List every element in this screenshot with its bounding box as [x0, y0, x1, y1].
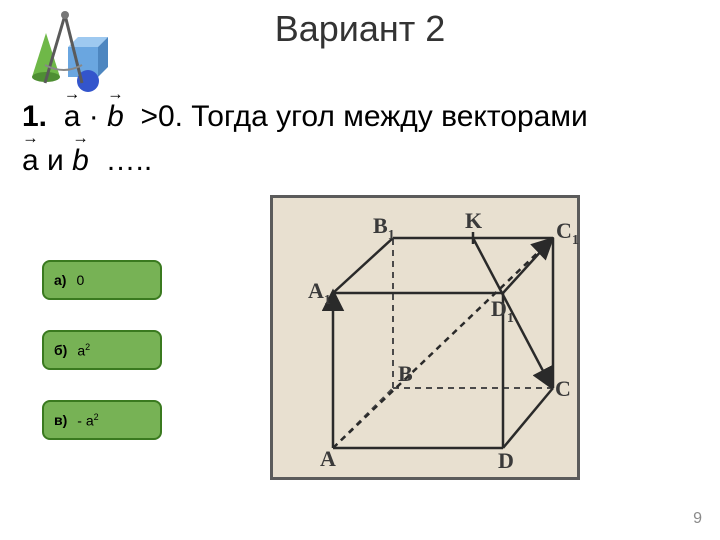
- svg-text:K: K: [465, 208, 482, 233]
- answer-option-c[interactable]: в) - а2: [42, 400, 162, 440]
- answer-value: 0: [76, 272, 84, 288]
- answer-option-b[interactable]: б) а2: [42, 330, 162, 370]
- svg-text:D: D: [498, 448, 514, 473]
- question-line1-rest: >0. Тогда угол между векторами: [140, 100, 587, 133]
- svg-text:B1: B1: [373, 213, 395, 243]
- question-ellipsis: …..: [106, 144, 153, 177]
- vector-a-2: a: [22, 139, 39, 183]
- vector-b: b: [107, 95, 124, 139]
- answer-label: в): [54, 412, 67, 428]
- answer-value: а2: [77, 342, 90, 359]
- vector-b-2: b: [72, 139, 89, 183]
- page-number: 9: [693, 510, 702, 528]
- answer-option-a[interactable]: а) 0: [42, 260, 162, 300]
- answer-label: а): [54, 272, 66, 288]
- svg-text:B: B: [398, 361, 413, 386]
- dot-operator: ·: [89, 100, 99, 133]
- answer-value: - а2: [77, 412, 98, 429]
- answer-options: а) 0 б) а2 в) - а2: [42, 260, 162, 440]
- svg-text:C: C: [555, 376, 571, 401]
- answer-label: б): [54, 342, 67, 358]
- slide-title: Вариант 2: [0, 8, 720, 50]
- svg-text:A: A: [320, 446, 336, 471]
- cube-figure: A D B C A1 D1 B1 C1 K: [270, 195, 580, 480]
- svg-text:C1: C1: [556, 218, 579, 248]
- svg-text:A1: A1: [308, 278, 331, 308]
- question-text: 1. a · b >0. Тогда угол между векторами …: [22, 95, 680, 182]
- connector-and: и: [47, 144, 64, 177]
